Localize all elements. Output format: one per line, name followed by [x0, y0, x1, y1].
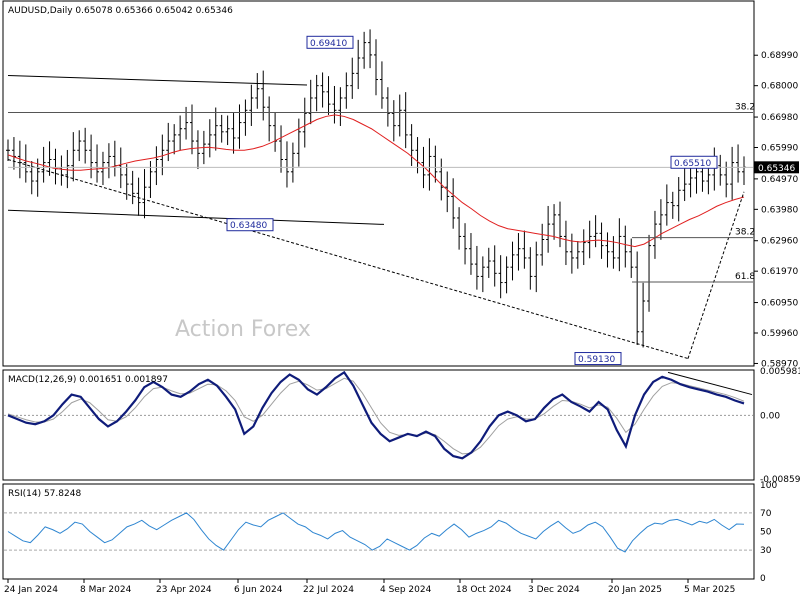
current-price-label: 0.65346 [758, 164, 795, 174]
y-tick-label: 0.65990 [761, 144, 798, 154]
trendline [7, 75, 308, 86]
fib-level-label: 38.2 [735, 102, 755, 112]
macd-y-tick-label: 0.005981 [760, 367, 800, 377]
rsi-y-tick-label: 100 [760, 481, 777, 491]
y-tick-label: 0.60950 [761, 299, 798, 309]
price-layer: 38.2 38.2 61.8 0.69410 0.63480 0.65510 0.59130 [6, 29, 755, 366]
macd-signal-line [7, 377, 745, 455]
watermark: Action Forex [175, 317, 311, 342]
y-tick-label: 0.66980 [761, 113, 798, 123]
x-tick-label: 20 Jan 2025 [608, 585, 662, 595]
x-tick-label: 5 Mar 2025 [684, 585, 735, 595]
x-tick-label: 3 Dec 2024 [528, 585, 580, 595]
price-annotation: 0.63480 [226, 218, 274, 232]
price-annotation: 0.69410 [306, 35, 354, 49]
y-tick-label: 0.59960 [761, 329, 798, 339]
trendline [7, 159, 689, 360]
annotation-box [226, 218, 274, 232]
annotation-label: 0.63480 [230, 221, 267, 231]
x-tick-label: 4 Sep 2024 [380, 585, 432, 595]
fib-level-label: 38.2 [735, 228, 755, 238]
annotation-box [306, 35, 354, 49]
moving-average-line [7, 114, 745, 248]
rsi-layer [4, 512, 753, 553]
y-tick-label: 0.63980 [761, 205, 798, 215]
annotation-label: 0.59130 [578, 355, 615, 365]
annotation-box [670, 155, 718, 169]
price-chart-title: AUDUSD,Daily 0.65078 0.65366 0.65042 0.6… [8, 6, 233, 16]
y-tick-label: 0.58970 [761, 359, 798, 369]
price-annotation: 0.65510 [670, 155, 718, 169]
rsi-title: RSI(14) 57.8248 [8, 489, 81, 499]
annotation-label: 0.69410 [310, 39, 347, 49]
macd-panel[interactable] [2, 369, 755, 481]
y-tick-label: 0.62960 [761, 237, 798, 247]
axis-layer: 0.68990 0.68000 0.66980 0.65990 0.64970 0.639… [4, 51, 800, 595]
x-tick-label: 8 Mar 2024 [80, 585, 132, 595]
rsi-y-tick-label: 0 [760, 574, 766, 584]
x-tick-label: 18 Oct 2024 [456, 585, 512, 595]
macd-y-tick-label: 0.00 [760, 411, 780, 421]
rsi-y-tick-label: 50 [760, 528, 772, 538]
trendline [687, 191, 745, 359]
x-tick-label: 23 Apr 2024 [156, 585, 212, 595]
x-tick-label: 6 Jun 2024 [234, 585, 283, 595]
x-tick-label: 22 Jul 2024 [303, 585, 354, 595]
y-tick-label: 0.61970 [761, 267, 798, 277]
annotation-label: 0.65510 [674, 159, 711, 169]
current-price-badge [754, 161, 799, 174]
x-tick-label: 24 Jan 2024 [4, 585, 58, 595]
macd-line [7, 370, 745, 460]
trendline [7, 209, 385, 225]
y-tick-label: 0.64970 [761, 175, 798, 185]
y-tick-label: 0.68990 [761, 51, 798, 61]
macd-y-tick-label: -0.00859 [760, 475, 800, 485]
y-tick-label: 0.68000 [761, 82, 798, 92]
price-annotation: 0.59130 [574, 352, 622, 366]
rsi-line [7, 512, 745, 553]
rsi-y-tick-label: 30 [760, 546, 772, 556]
price-panel[interactable] [2, 0, 755, 367]
rsi-y-tick-label: 70 [760, 509, 772, 519]
macd-title: MACD(12,26,9) 0.001651 0.001897 [8, 375, 168, 385]
annotation-box [574, 352, 622, 366]
rsi-panel[interactable] [2, 483, 755, 580]
macd-layer [4, 370, 753, 460]
fib-level-label: 61.8 [735, 272, 755, 282]
macd-trendline [667, 371, 753, 396]
